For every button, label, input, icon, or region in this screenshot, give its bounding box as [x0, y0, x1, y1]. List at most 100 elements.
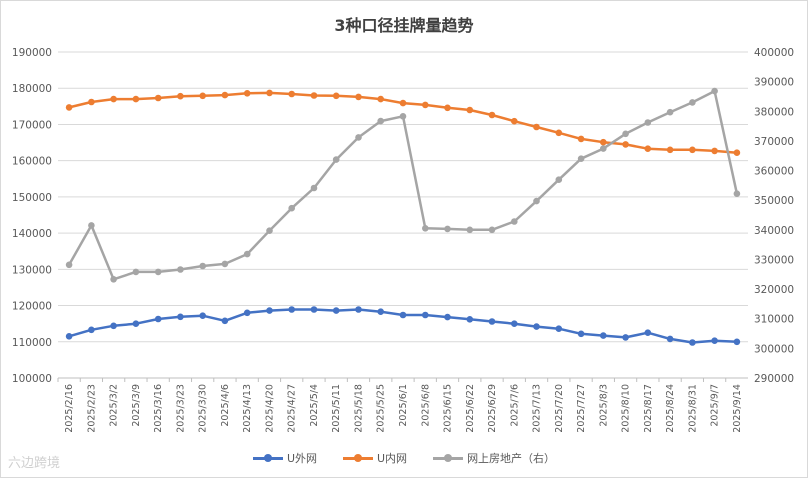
series-online-realestate-point: [88, 222, 95, 229]
x-tick-label: 2025/3/2: [109, 384, 120, 427]
x-tick-label: 2025/7/20: [554, 384, 565, 433]
series-online-realestate-point: [65, 261, 73, 269]
series-u-outer-point: [221, 317, 229, 325]
y-right-tick-label: 350000: [754, 195, 794, 207]
x-tick-label: 2025/8/24: [665, 384, 676, 433]
series-online-realestate-point: [199, 262, 206, 270]
chart-legend: U外网 U内网 网上房地产（右）: [0, 450, 808, 466]
x-tick-label: 2025/6/8: [420, 384, 431, 427]
series-u-inner-point: [511, 117, 518, 125]
series-u-inner-point: [488, 111, 496, 119]
series-online-realestate-point: [221, 260, 229, 268]
legend-item-u-outer: U外网: [252, 450, 317, 466]
y-right-tick-label: 320000: [754, 284, 794, 296]
series-u-inner-point: [377, 95, 385, 103]
series-u-inner-point: [733, 149, 741, 156]
series-online-realestate-point: [600, 145, 607, 152]
series-u-inner-point: [666, 146, 674, 154]
series-u-outer-point: [644, 329, 652, 337]
series-u-outer-point: [466, 316, 474, 323]
y-right-tick-label: 290000: [754, 373, 794, 385]
x-tick-label: 2025/5/11: [331, 384, 342, 433]
x-tick-label: 2025/3/16: [153, 384, 164, 433]
series-u-outer-point: [622, 334, 629, 341]
chart-title: 3种口径挂牌量趋势: [334, 16, 474, 35]
series-online-realestate-point: [511, 218, 518, 225]
series-online-realestate-point: [377, 117, 385, 125]
x-tick-label: 2025/4/6: [220, 384, 231, 427]
watermark-text: 六边跨境: [8, 456, 61, 471]
series-u-inner-point: [444, 104, 451, 112]
y-right-tick-label: 340000: [754, 225, 794, 237]
series-online-realestate-point: [622, 130, 629, 138]
y-right-tick-label: 370000: [754, 136, 794, 148]
series-u-outer-point: [132, 320, 140, 328]
series-u-outer-point: [689, 339, 696, 346]
x-tick-label: 2025/4/20: [264, 384, 275, 433]
series-u-inner-point: [555, 129, 563, 137]
series-u-outer-point: [733, 338, 741, 346]
series-u-outer-point: [555, 325, 563, 333]
x-tick-label: 2025/9/14: [732, 384, 743, 433]
series-u-outer-point: [243, 309, 251, 317]
legend-swatch-u-inner: [343, 453, 373, 463]
x-tick-label: 2025/9/7: [710, 384, 721, 427]
series-u-outer-point: [355, 306, 362, 313]
x-tick-label: 2025/8/31: [687, 384, 698, 433]
x-tick-label: 2025/5/25: [376, 384, 387, 433]
x-tick-label: 2025/3/23: [175, 384, 186, 433]
x-tick-label: 2025/6/1: [398, 384, 409, 427]
x-tick-label: 2025/7/13: [532, 384, 543, 433]
series-online-realestate-point: [666, 108, 674, 116]
series-u-inner-point: [332, 92, 340, 100]
series-u-inner-point: [243, 90, 251, 97]
y-left-tick-label: 150000: [12, 192, 52, 204]
x-tick-label: 2025/4/13: [242, 384, 253, 433]
series-u-outer-point: [177, 313, 184, 321]
legend-label-u-inner: U内网: [377, 452, 408, 465]
series-u-outer-point: [399, 311, 407, 319]
series-u-outer-point: [310, 306, 318, 313]
legend-item-online-realestate: 网上房地产（右）: [433, 450, 555, 466]
x-tick-label: 2025/3/9: [131, 384, 142, 427]
series-online-realestate-point: [422, 225, 429, 232]
series-u-inner-point: [577, 135, 585, 143]
series-online-realestate-point: [644, 119, 652, 126]
x-tick-label: 2025/3/30: [198, 384, 209, 433]
series-u-outer-point: [88, 326, 95, 334]
y-right-tick-label: 400000: [754, 47, 794, 59]
series-u-inner-point: [199, 92, 206, 100]
series-u-inner-point: [355, 93, 362, 101]
series-u-inner-point: [422, 101, 429, 109]
series-online-realestate-point: [555, 176, 563, 183]
series-u-outer-point: [711, 337, 718, 345]
x-tick-label: 2025/7/6: [509, 384, 520, 427]
series-online-realestate-point: [177, 266, 184, 273]
series-online-realestate-point: [399, 113, 407, 120]
series-u-outer-point: [65, 333, 73, 340]
series-online-realestate-point: [444, 225, 451, 233]
series-u-inner-point: [600, 138, 607, 146]
series-online-realestate-point: [488, 226, 496, 234]
legend-label-u-outer: U外网: [286, 452, 317, 465]
y-right-tick-label: 380000: [754, 106, 794, 118]
series-u-outer-point: [444, 313, 451, 321]
x-tick-label: 2025/8/3: [598, 384, 609, 427]
series-u-outer-point: [199, 312, 206, 320]
series-online-realestate-point: [310, 184, 318, 192]
series-u-outer-point: [422, 311, 429, 319]
y-left-tick-label: 180000: [12, 83, 52, 95]
series-u-outer-point: [511, 320, 518, 328]
series-online-realestate-point: [243, 250, 251, 258]
series-u-inner-point: [533, 123, 540, 131]
y-right-tick-label: 360000: [754, 166, 794, 178]
y-left-tick-label: 100000: [12, 373, 52, 385]
series-u-inner-point: [88, 98, 95, 106]
series-u-outer-point: [266, 307, 273, 314]
series-online-realestate-point: [355, 134, 362, 141]
series-online-realestate-point: [577, 155, 585, 162]
x-tick-label: 2025/8/17: [643, 384, 654, 433]
series-online-realestate-point: [332, 156, 340, 163]
